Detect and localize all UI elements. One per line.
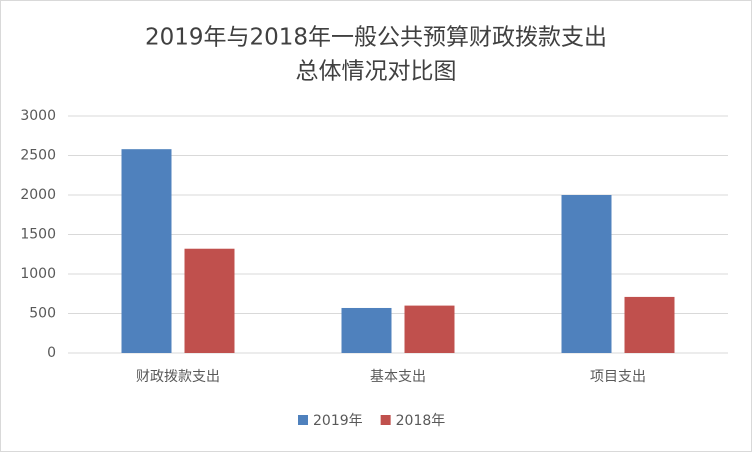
legend-swatch: [380, 415, 391, 425]
legend-label: 2018年: [396, 413, 446, 429]
y-tick-label: 2000: [20, 187, 56, 203]
bar: [404, 305, 455, 353]
x-tick-label: 基本支出: [370, 368, 426, 385]
y-tick-label: 3000: [20, 108, 56, 124]
x-tick-label: 项目支出: [590, 369, 646, 385]
y-tick-label: 0: [47, 345, 56, 361]
chart-title: 2019年与2018年一般公共预算财政拨款支出: [145, 25, 607, 51]
y-tick-label: 2500: [20, 148, 56, 164]
bar: [624, 296, 675, 353]
bar: [341, 307, 392, 353]
legend-swatch: [298, 415, 308, 425]
bar: [121, 149, 172, 353]
bar: [561, 195, 612, 353]
chart-title: 总体情况对比图: [296, 59, 457, 85]
y-tick-label: 1000: [20, 266, 56, 282]
y-tick-label: 500: [29, 306, 56, 322]
legend-label: 2019年: [313, 413, 363, 429]
bar: [184, 248, 235, 353]
x-tick-label: 财政拨款支出: [136, 369, 220, 385]
y-tick-label: 1500: [20, 227, 56, 243]
